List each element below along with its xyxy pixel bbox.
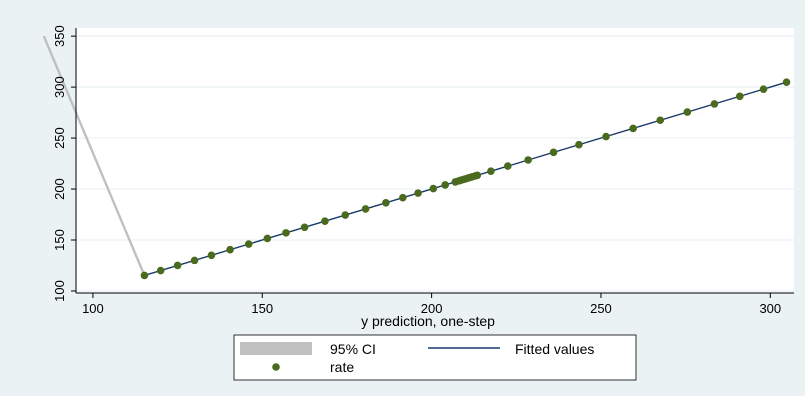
data-point bbox=[683, 108, 692, 116]
x-tick-label: 250 bbox=[590, 301, 612, 316]
data-point bbox=[414, 189, 422, 197]
data-point bbox=[656, 116, 665, 125]
data-point bbox=[263, 234, 272, 243]
legend: 95% CI Fitted values rate bbox=[233, 334, 637, 381]
ci-band bbox=[42, 35, 146, 276]
x-tick-label: 150 bbox=[251, 301, 273, 316]
legend-rate-marker bbox=[272, 363, 280, 371]
data-point bbox=[710, 100, 719, 108]
x-tick-label: 100 bbox=[82, 301, 104, 316]
x-tick-label: 200 bbox=[421, 301, 443, 316]
data-point bbox=[759, 85, 768, 93]
legend-rate-label: rate bbox=[330, 359, 354, 375]
y-tick-label: 300 bbox=[52, 76, 67, 98]
plot-area bbox=[76, 28, 794, 293]
legend-ci-swatch bbox=[240, 342, 312, 355]
data-point bbox=[504, 162, 512, 170]
legend-ci-label: 95% CI bbox=[330, 341, 376, 357]
data-point bbox=[190, 256, 199, 265]
data-point bbox=[173, 261, 182, 270]
scatter-points-layer bbox=[140, 78, 791, 280]
y-tick-label: 200 bbox=[52, 178, 67, 200]
data-point bbox=[226, 245, 234, 254]
y-tick-label: 250 bbox=[52, 127, 67, 149]
data-point bbox=[140, 271, 149, 280]
data-point bbox=[549, 148, 558, 157]
data-point bbox=[300, 223, 309, 232]
data-point bbox=[341, 211, 350, 219]
data-point bbox=[575, 140, 583, 149]
data-point bbox=[244, 240, 253, 248]
data-point bbox=[629, 124, 637, 133]
y-tick-label: 100 bbox=[52, 280, 67, 302]
data-point bbox=[321, 217, 329, 225]
x-tick-label: 300 bbox=[759, 301, 781, 316]
data-point bbox=[382, 198, 390, 207]
data-point bbox=[441, 181, 449, 189]
y-tick-label: 150 bbox=[52, 229, 67, 251]
data-point bbox=[282, 229, 290, 237]
data-point bbox=[207, 251, 216, 260]
data-point bbox=[782, 78, 791, 87]
data-point bbox=[736, 92, 744, 101]
x-axis-title: y prediction, one-step bbox=[361, 313, 495, 329]
data-point bbox=[429, 184, 438, 193]
data-point bbox=[156, 266, 165, 275]
data-point bbox=[487, 167, 495, 176]
legend-fitted-label: Fitted values bbox=[515, 341, 594, 357]
axes-layer: 100 150 200 250 300 350 100 150 200 250 300 bbox=[52, 25, 794, 316]
data-point bbox=[524, 156, 532, 164]
data-point bbox=[399, 193, 407, 202]
y-tick-label: 350 bbox=[52, 25, 67, 47]
data-point bbox=[361, 205, 370, 213]
data-point bbox=[473, 171, 482, 180]
data-point bbox=[602, 132, 610, 141]
ci-band-layer bbox=[42, 35, 146, 276]
